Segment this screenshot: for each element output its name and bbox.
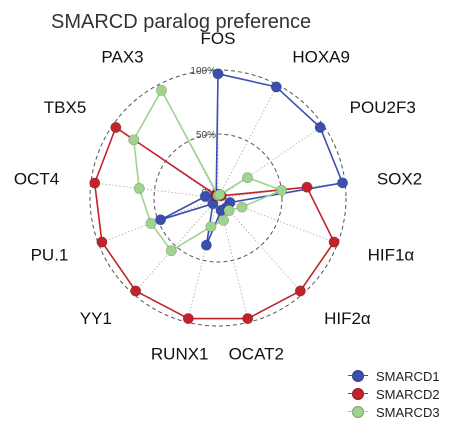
category-label: RUNX1 [151, 344, 209, 363]
category-label: FOS [201, 29, 236, 48]
legend-marker [348, 386, 368, 402]
data-point [205, 221, 217, 233]
series-line [93, 126, 335, 320]
legend-item: SMARCD2 [348, 386, 440, 402]
data-point [276, 184, 288, 196]
legend-label: SMARCD1 [376, 368, 440, 384]
legend-item: SMARCD1 [348, 368, 440, 384]
data-point [96, 236, 108, 248]
legend-marker [348, 368, 368, 384]
data-point [337, 177, 349, 189]
data-point [328, 236, 340, 248]
category-label: HIF1α [368, 246, 415, 265]
data-point [212, 68, 224, 80]
spoke-line [217, 124, 324, 199]
data-point [214, 189, 226, 201]
category-label: PAX3 [101, 47, 143, 66]
category-label: OCAT2 [229, 344, 284, 363]
data-point [242, 313, 254, 325]
data-point [241, 172, 253, 184]
series-line [132, 89, 283, 252]
chart-title: SMARCD paralog preference [51, 11, 312, 33]
data-point [199, 190, 211, 202]
series-line [159, 73, 344, 246]
spoke-line [90, 182, 219, 199]
ring-label: 50% [196, 130, 216, 141]
data-point [200, 239, 212, 251]
spoke-line [186, 197, 219, 323]
data-point [110, 121, 122, 133]
data-point [218, 214, 230, 226]
category-label: YY1 [80, 309, 112, 328]
spoke-line [217, 197, 338, 244]
data-point [236, 201, 248, 213]
category-label: TBX5 [44, 98, 87, 117]
data-point [223, 204, 235, 216]
data-point [145, 217, 157, 229]
spoke-line [217, 84, 278, 199]
spoke-line [132, 197, 219, 295]
category-label: POU2F3 [350, 98, 416, 117]
category-label: HOXA9 [292, 47, 350, 66]
data-point [128, 134, 140, 146]
legend-marker [348, 404, 368, 420]
category-label: PU.1 [31, 246, 69, 265]
category-label: HIF2α [324, 309, 371, 328]
legend-item: SMARCD3 [348, 404, 440, 420]
data-point [270, 81, 282, 93]
data-point [155, 84, 167, 96]
data-point [155, 214, 167, 226]
data-point [133, 182, 145, 194]
data-point [130, 285, 142, 297]
category-label: SOX2 [377, 170, 422, 189]
data-point [89, 177, 101, 189]
data-point [314, 121, 326, 133]
legend-label: SMARCD2 [376, 386, 440, 402]
data-point [294, 285, 306, 297]
legend-label: SMARCD3 [376, 404, 440, 420]
data-point [182, 313, 194, 325]
ring-label: 100% [190, 66, 216, 77]
category-label: OCT4 [14, 170, 59, 189]
data-point [165, 245, 177, 257]
data-point [301, 181, 313, 193]
